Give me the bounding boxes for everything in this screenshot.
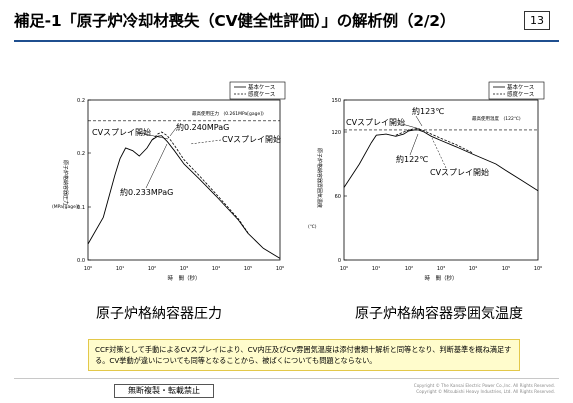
x-tick-label: 10⁵ bbox=[244, 266, 252, 272]
x-axis-label: 時 間（秒） bbox=[424, 274, 457, 282]
temperature-chart-caption: 原子炉格納容器雰囲気温度 bbox=[355, 306, 523, 322]
annotations: CVスプレイ開始 約123℃ 約122℃ CVスプレイ開始 bbox=[346, 106, 489, 177]
x-tick-label: 10³ bbox=[437, 266, 445, 272]
y-tick-label: 0.2 bbox=[77, 151, 85, 157]
y-tick-label: 0.0 bbox=[77, 258, 85, 264]
pressure-chart: 基本ケース 感度ケース 0.0 0.1 0.2 0.2 原子炉格納容器圧力 (M… bbox=[40, 80, 290, 292]
annotation-spray-start: CVスプレイ開始 bbox=[92, 127, 151, 137]
y-tick-label: 0.1 bbox=[77, 205, 85, 211]
annotation-peak: 約123℃ bbox=[412, 106, 444, 116]
annotation-spray-start: CVスプレイ開始 bbox=[222, 134, 281, 144]
x-tick-label: 10⁶ bbox=[534, 266, 542, 272]
x-tick-label: 10² bbox=[405, 266, 413, 272]
x-tick-label: 10² bbox=[148, 266, 156, 272]
y-axis-label: 原子炉格納容器雰囲気温度 (℃) bbox=[308, 148, 323, 230]
copyright-notice: Copyright © The Kansai Electric Power Co… bbox=[380, 383, 555, 395]
x-tick-label: 10¹ bbox=[372, 266, 380, 272]
annotation-peak: 約122℃ bbox=[396, 154, 428, 164]
x-tick-labels: 10⁰ 10¹ 10² 10³ 10⁴ 10⁵ 10⁶ bbox=[340, 266, 542, 272]
legend-sensitivity-case: 感度ケース bbox=[248, 90, 275, 98]
svg-text:原子炉格納容器雰囲気温度: 原子炉格納容器雰囲気温度 bbox=[316, 148, 323, 208]
copyright-line: Copyright © The Kansai Electric Power Co… bbox=[413, 383, 555, 388]
annotation-peak: 約0.233MPaG bbox=[120, 187, 173, 197]
design-temperature-label: 最高使用温度 (122℃) bbox=[472, 115, 521, 122]
svg-text:(MPa[gage]): (MPa[gage]) bbox=[52, 204, 80, 210]
copy-prohibited-badge: 無断複製・転載禁止 bbox=[114, 384, 214, 398]
x-tick-label: 10¹ bbox=[116, 266, 124, 272]
sensitivity-case-line bbox=[395, 128, 474, 154]
plot-frame bbox=[343, 99, 539, 261]
annotation-peak: 約0.240MPaG bbox=[176, 122, 229, 132]
x-tick-labels: 10⁰ 10¹ 10² 10³ 10⁴ 10⁵ 10⁶ bbox=[84, 266, 284, 272]
x-tick-label: 10⁶ bbox=[276, 266, 284, 272]
svg-text:原子炉格納容器圧力: 原子炉格納容器圧力 bbox=[62, 160, 69, 205]
temperature-chart: 基本ケース 感度ケース 0 60 120 150 原子炉格納容器雰囲気温度 (℃… bbox=[296, 80, 550, 292]
x-tick-label: 10³ bbox=[180, 266, 188, 272]
design-pressure-label: 最高使用圧力 (0.261MPa[gage]) bbox=[192, 110, 264, 117]
y-tick-label: 120 bbox=[331, 130, 341, 136]
legend-sensitivity-case: 感度ケース bbox=[507, 90, 534, 98]
y-tick-label: 60 bbox=[335, 194, 341, 200]
legend: 基本ケース 感度ケース bbox=[488, 81, 545, 100]
note-box: CCF対策として手動によるCVスプレイにより、CV内圧及びCV雰囲気温度は添付書… bbox=[88, 339, 520, 371]
pressure-chart-caption: 原子炉格納容器圧力 bbox=[96, 306, 222, 322]
base-case-line bbox=[343, 129, 539, 192]
sensitivity-case-line bbox=[151, 131, 249, 234]
annotations: CVスプレイ開始 約0.240MPaG CVスプレイ開始 約0.233MPaG bbox=[92, 122, 281, 197]
footer-divider bbox=[14, 378, 559, 379]
x-tick-label: 10⁴ bbox=[212, 266, 220, 272]
plot-frame bbox=[87, 99, 281, 261]
x-tick-label: 10⁴ bbox=[469, 266, 477, 272]
annotation-spray-start: CVスプレイ開始 bbox=[346, 117, 405, 127]
y-axis-label: 原子炉格納容器圧力 (MPa[gage]) bbox=[52, 160, 80, 210]
slide-title: 補足-1「原子炉冷却材喪失（CV健全性評価）」の解析例（2/2） bbox=[14, 12, 456, 30]
y-tick-label: 0 bbox=[338, 258, 341, 264]
page-number: 13 bbox=[524, 11, 550, 30]
legend: 基本ケース 感度ケース bbox=[229, 81, 286, 100]
legend-base-case: 基本ケース bbox=[248, 83, 275, 91]
base-case-line bbox=[87, 135, 281, 259]
x-tick-label: 10⁰ bbox=[340, 266, 348, 272]
x-tick-label: 10⁰ bbox=[84, 266, 92, 272]
x-tick-label: 10⁵ bbox=[502, 266, 510, 272]
x-axis-label: 時 間（秒） bbox=[167, 274, 200, 282]
y-tick-label: 150 bbox=[331, 98, 341, 104]
copyright-line: Copyright © Mitsubishi Heavy Industries,… bbox=[416, 389, 555, 394]
title-divider bbox=[14, 40, 559, 42]
annotation-spray-start: CVスプレイ開始 bbox=[430, 167, 489, 177]
y-tick-label: 0.2 bbox=[77, 98, 85, 104]
svg-text:(℃): (℃) bbox=[308, 224, 317, 230]
legend-base-case: 基本ケース bbox=[507, 83, 534, 91]
